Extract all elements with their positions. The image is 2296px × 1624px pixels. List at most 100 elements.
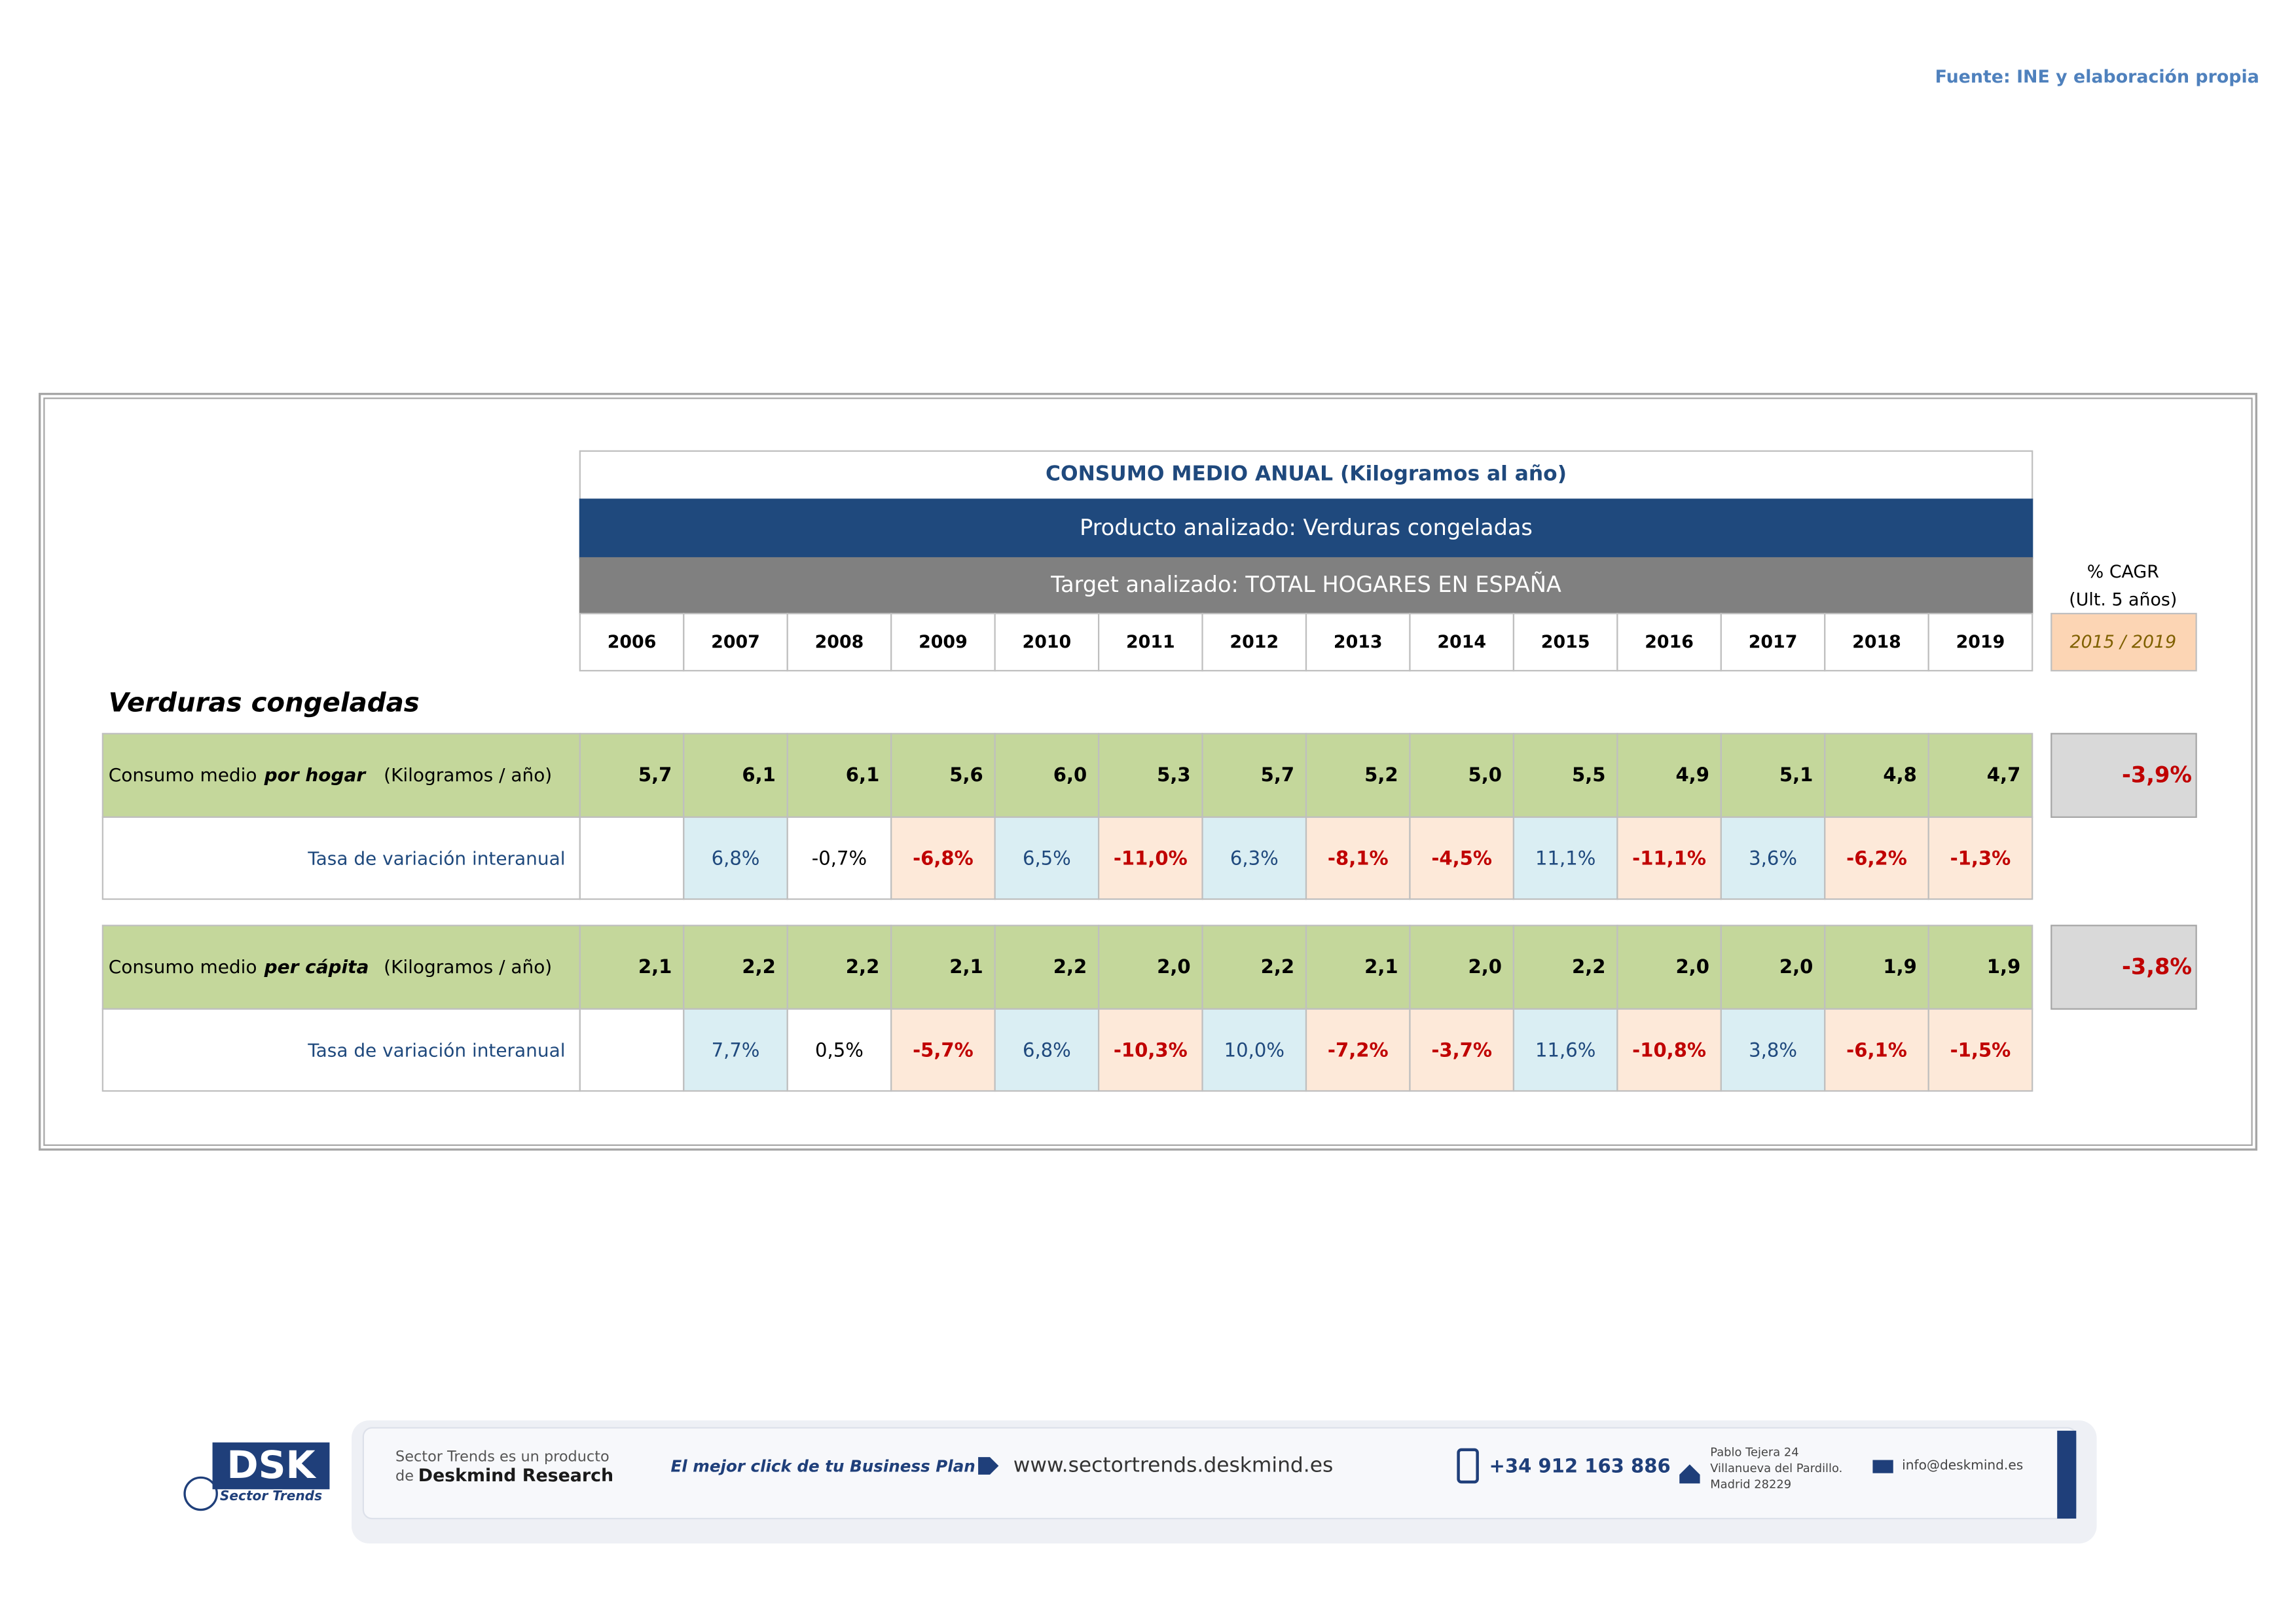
cagr: -3,9% — [2122, 762, 2192, 788]
value: 1,9 — [1883, 955, 1916, 978]
variation-cell — [1305, 816, 1411, 900]
home-icon — [1679, 1464, 1700, 1484]
year-cell — [890, 612, 996, 672]
variation-label: Tasa de variación interanual — [307, 848, 565, 870]
value-cell — [890, 733, 996, 818]
product-line: de Deskmind Research — [395, 1466, 613, 1486]
year: 2018 — [1852, 632, 1901, 652]
variation-cell — [1097, 816, 1203, 900]
year-cell — [1824, 612, 1929, 672]
value: 2,1 — [949, 955, 983, 978]
product-line: Sector Trends es un producto — [395, 1449, 610, 1466]
value-cell — [1409, 733, 1515, 818]
year: 2016 — [1645, 632, 1694, 652]
variation-cell — [1409, 816, 1515, 900]
year-cell — [1616, 612, 1722, 672]
variation: 11,1% — [1535, 847, 1595, 870]
variation-cell — [1927, 816, 2033, 900]
label-emphasis: per cápita — [264, 956, 369, 978]
variation: 3,6% — [1749, 847, 1797, 870]
web-icon — [978, 1457, 999, 1475]
address: Villanueva del Pardillo. — [1710, 1462, 1842, 1475]
cagr-period: 2015 / 2019 — [2070, 632, 2177, 652]
value: 1,9 — [1987, 955, 2020, 978]
logo-box — [212, 1442, 330, 1490]
phone: +34 912 163 886 — [1489, 1455, 1671, 1477]
table-title: CONSUMO MEDIO ANUAL (Kilogramos al año) — [1046, 462, 1567, 486]
variation-label-cell — [101, 1008, 581, 1092]
year-cell — [786, 612, 892, 672]
variation: -10,3% — [1114, 1039, 1188, 1061]
value-cell — [994, 733, 1100, 818]
year: 2007 — [711, 632, 760, 652]
year: 2011 — [1126, 632, 1175, 652]
email: info@deskmind.es — [1902, 1457, 2023, 1473]
variation: 6,8% — [1023, 1039, 1071, 1061]
cagr-header: (Ult. 5 años) — [2069, 589, 2177, 610]
cagr: -3,8% — [2122, 954, 2192, 980]
year: 2017 — [1749, 632, 1798, 652]
year: 2010 — [1023, 632, 1072, 652]
value: 6,1 — [742, 764, 775, 786]
value: 2,1 — [638, 955, 672, 978]
variation: 0,5% — [815, 1039, 864, 1061]
variation: -4,5% — [1431, 847, 1492, 870]
value: 5,1 — [1779, 764, 1813, 786]
value: 6,0 — [1053, 764, 1087, 786]
website: www.sectortrends.deskmind.es — [1013, 1453, 1334, 1477]
year: 2013 — [1334, 632, 1383, 652]
product-cell — [579, 498, 2033, 559]
product: Producto analizado: Verduras congeladas — [1080, 515, 1533, 540]
target: Target analizado: TOTAL HOGARES EN ESPAÑ… — [1050, 572, 1561, 597]
cagr-cell — [2050, 925, 2197, 1010]
value-cell — [1720, 733, 1826, 818]
year-cell — [1512, 612, 1618, 672]
year-cell — [1927, 612, 2033, 672]
variation-cell — [1720, 816, 1826, 900]
variation-cell — [1201, 816, 1307, 900]
value: 2,0 — [1157, 955, 1190, 978]
year-cell — [1097, 612, 1203, 672]
variation-cell — [1824, 816, 1929, 900]
variation-cell — [1097, 1008, 1203, 1092]
variation: 7,7% — [712, 1039, 760, 1061]
value: 4,7 — [1987, 764, 2020, 786]
variation: -8,1% — [1328, 847, 1389, 870]
value-label-cell — [101, 925, 581, 1010]
year-cell — [1305, 612, 1411, 672]
variation-cell — [579, 1008, 685, 1092]
logo-sub: Sector Trends — [220, 1488, 322, 1504]
value: 2,2 — [846, 955, 879, 978]
variation-label: Tasa de variación interanual — [307, 1040, 565, 1061]
variation-label-cell — [101, 816, 581, 900]
value-cell — [1927, 733, 2033, 818]
address: Madrid 28229 — [1710, 1478, 1791, 1492]
value: 6,1 — [846, 764, 879, 786]
target-cell — [579, 557, 2033, 615]
company: Deskmind Research — [418, 1466, 613, 1486]
value: 5,5 — [1572, 764, 1605, 786]
year: 2006 — [608, 632, 657, 652]
value-label: Consumo medio per cápita — [109, 956, 369, 978]
year-cell — [1409, 612, 1515, 672]
value-cell — [1201, 925, 1307, 1010]
product-line-pre: de — [395, 1467, 414, 1485]
year-cell — [1720, 612, 1826, 672]
logo-icon — [183, 1476, 218, 1511]
variation: -6,1% — [1846, 1039, 1907, 1061]
source: Fuente: INE y elaboración propia — [1935, 67, 2259, 87]
variation: -5,7% — [913, 1039, 974, 1061]
label: Consumo medio — [109, 956, 257, 978]
variation-cell — [890, 1008, 996, 1092]
variation-cell — [579, 816, 685, 900]
variation-cell — [1720, 1008, 1826, 1092]
value-cell — [1616, 733, 1722, 818]
year: 2008 — [815, 632, 864, 652]
value: 2,1 — [1364, 955, 1398, 978]
inner-frame — [43, 397, 2253, 1146]
variation-cell — [683, 1008, 788, 1092]
value-cell — [1927, 925, 2033, 1010]
value: 5,7 — [638, 764, 672, 786]
cagr-header: % CAGR — [2087, 562, 2159, 582]
